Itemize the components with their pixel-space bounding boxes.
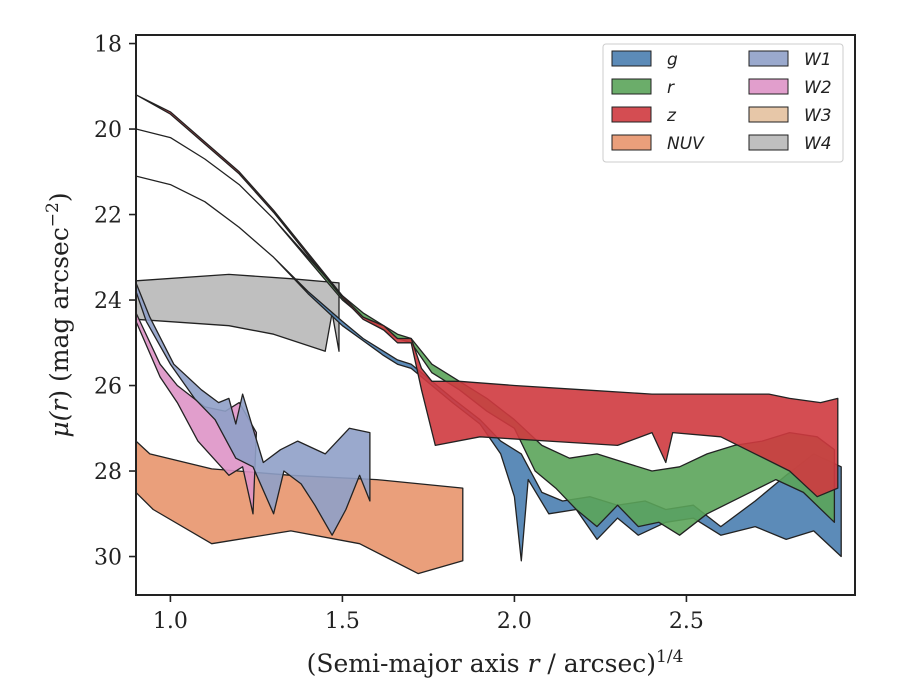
y-tick-label: 24 <box>94 289 122 314</box>
series-layer <box>136 94 842 575</box>
ticks-layer: 1.0 1.5 2.0 2.5 18 20 22 24 26 28 30 <box>94 33 704 634</box>
plot-frame <box>135 34 856 596</box>
y-tick-label: 26 <box>94 375 122 400</box>
series-band-g <box>136 175 842 562</box>
x-tick-label: 1.5 <box>325 609 360 634</box>
y-tick-label: 20 <box>94 118 122 143</box>
y-tick-label: 30 <box>94 546 122 571</box>
series-band-w1 <box>136 282 371 536</box>
x-tick-label: 2.0 <box>497 609 532 634</box>
legend-label-w1: W1 <box>804 50 832 70</box>
y-axis-label: μ(r) (mag arcsec−2) <box>43 192 74 437</box>
y-tick-label: 22 <box>94 204 122 229</box>
series-band-w2 <box>136 312 258 515</box>
x-tick-label: 1.0 <box>153 609 188 634</box>
legend-swatch-r <box>611 78 652 95</box>
x-tick-label: 2.5 <box>669 609 704 634</box>
legend-label-r: r <box>667 78 675 98</box>
y-tick-label: 28 <box>94 460 122 485</box>
legend-swatch-g <box>611 50 652 67</box>
legend-swatch-nuv <box>611 134 652 151</box>
legend-swatch-z <box>611 106 652 123</box>
legend-swatch-w2 <box>748 78 789 95</box>
legend-box <box>602 43 844 163</box>
legend: grz NUV W1 W2 W3 W4 <box>602 43 844 163</box>
legend-label-z: z <box>666 106 677 126</box>
legend-swatch-w4 <box>748 134 789 151</box>
legend-label-w2: W2 <box>804 78 832 98</box>
series-band-w4 <box>136 273 340 352</box>
x-axis-label: (Semi-major axis r / arcsec)1/4 <box>307 647 684 678</box>
legend-label-g: g <box>667 50 678 70</box>
legend-swatch-w1 <box>748 50 789 67</box>
legend-label-nuv: NUV <box>667 134 705 154</box>
legend-swatch-w3 <box>748 106 789 123</box>
legend-label-w4: W4 <box>804 134 832 154</box>
y-tick-label: 18 <box>94 33 122 58</box>
series-band-z <box>136 94 839 498</box>
legend-label-w3: W3 <box>804 106 832 126</box>
